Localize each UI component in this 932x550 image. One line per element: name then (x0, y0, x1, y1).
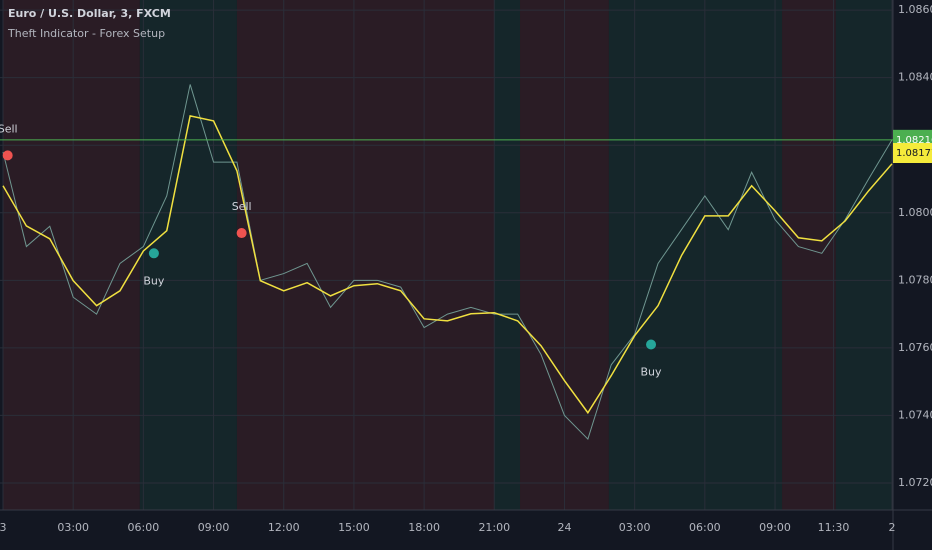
signal-marker (2, 150, 13, 161)
x-tick-label: 2 (889, 521, 896, 534)
x-tick-label: 09:00 (759, 521, 791, 534)
x-tick-label: 06:00 (128, 521, 160, 534)
x-tick-label: 24 (557, 521, 571, 534)
y-tick-label: 1.07400 (898, 408, 932, 421)
session-band (494, 0, 521, 510)
signal-marker (646, 339, 657, 350)
y-tick-label: 1.07800 (898, 273, 932, 286)
x-tick-label: 15:00 (338, 521, 370, 534)
x-tick-label: 21:00 (478, 521, 510, 534)
signal-label: Buy (143, 274, 165, 287)
session-band (3, 0, 140, 510)
chart-title: Euro / U.S. Dollar, 3, FXCM (8, 7, 171, 20)
series-line (2, 114, 893, 415)
y-tick-label: 1.08400 (898, 71, 932, 84)
y-tick-label: 1.08600 (898, 3, 932, 16)
series-line (2, 84, 893, 441)
signal-marker (148, 248, 159, 259)
signal-label: Sell (232, 200, 252, 213)
x-tick-label: 12:00 (268, 521, 300, 534)
y-tick-label: 1.07200 (898, 476, 932, 489)
signal-label: Sell (0, 122, 18, 135)
signal-label: Buy (641, 366, 663, 379)
session-band (782, 0, 836, 510)
price-label-box (893, 143, 932, 163)
y-tick-label: 1.07600 (898, 341, 932, 354)
chart-subtitle: Theft Indicator - Forex Setup (7, 27, 165, 40)
price-label: 1.08177 (896, 148, 932, 159)
y-tick-label: 1.08000 (898, 206, 932, 219)
x-tick-label: 03:00 (619, 521, 651, 534)
signal-marker (236, 228, 247, 239)
x-tick-label: 06:00 (689, 521, 721, 534)
x-tick-label: 11:30 (818, 521, 850, 534)
price-label: 1.08216 (896, 135, 932, 146)
session-band (608, 0, 783, 510)
x-tick-label: 09:00 (198, 521, 230, 534)
x-tick-label: 03:00 (57, 521, 89, 534)
session-band (835, 0, 892, 510)
x-tick-label: 18:00 (408, 521, 440, 534)
session-band (236, 0, 495, 510)
x-tick-label: 3 (0, 521, 7, 534)
